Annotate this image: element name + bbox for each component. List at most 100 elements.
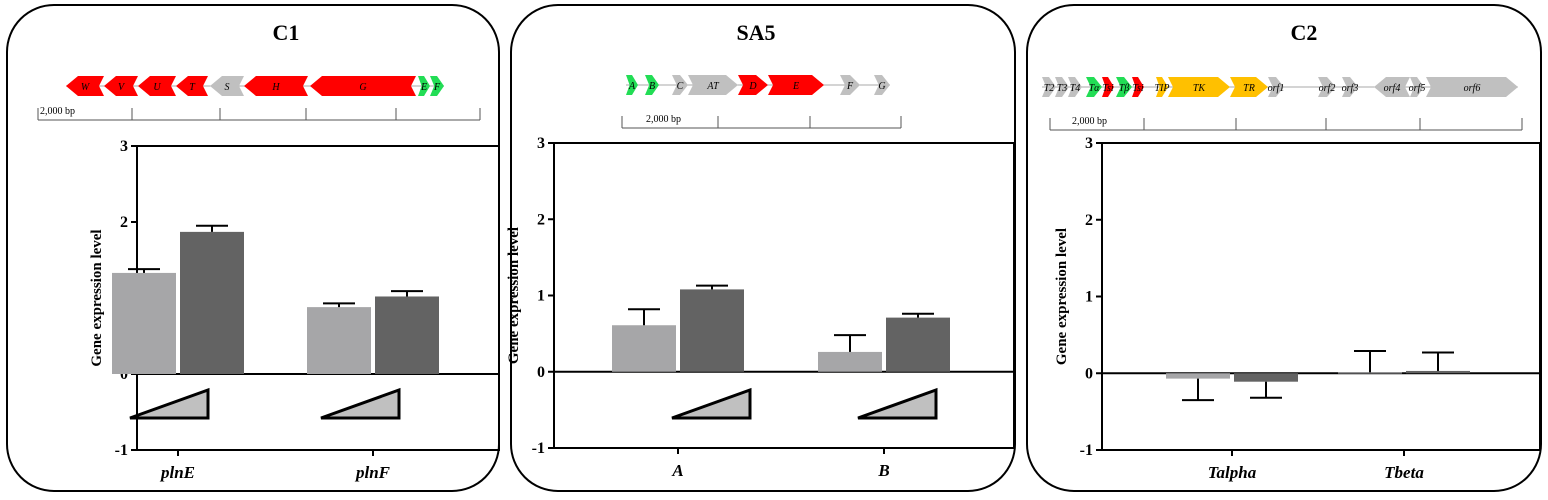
panel-c2: C2 T2 T3 T4 Tα Tsi Tβ Tsi TIP TK TR orf1 orf2 orf3 orf… [1026,4,1542,492]
gene-arrow [1426,77,1518,97]
gene-arrow [645,75,659,95]
gene-label: V [118,82,126,93]
plot-frame [553,142,1015,449]
gene-arrow [1168,77,1230,97]
gene-arrow [626,75,638,95]
x-category-label: plnE [159,463,195,482]
gene-arrow [1230,77,1268,97]
gene-arrow [1132,77,1144,97]
gene-label: orf6 [1464,83,1481,94]
gene-label: W [81,82,91,93]
gene-label: B [649,81,655,92]
y-axis-label: Gene expression level [1054,228,1070,365]
gene-arrow [1268,77,1284,97]
bar [1234,373,1298,382]
scale-label: 2,000 bp [646,114,681,125]
bar [680,289,744,372]
gene-label: orf4 [1384,83,1401,94]
gene-arrow [1342,77,1358,97]
panel-title: C1 [273,20,300,45]
gene-arrow [688,75,738,95]
panel-sa5: SA5 A B C AT D E F G 2,000 bp -1 0 1 2 3 Gene expressio… [506,4,1016,492]
gene-arrow [310,76,416,96]
gene-label: orf3 [1342,83,1359,94]
y-axis-label: Gene expression level [89,229,105,366]
gene-label: U [153,82,161,93]
gene-label: TIP [1155,83,1170,94]
gene-arrow [138,76,176,96]
x-category-label: plnF [354,463,391,482]
gene-arrow [1086,77,1102,97]
gene-label: Tsi [1132,83,1144,94]
panel-title: C2 [1291,20,1318,45]
chart-sa5: SA5 A B C AT D E F G 2,000 bp -1 0 1 2 3 Gene expressio… [506,20,1015,480]
gene-arrow [1116,77,1132,97]
bar [818,351,882,372]
gene-arrow [1156,77,1168,97]
gene-label: TK [1193,83,1207,94]
y-axis-label: Gene expression level [506,227,522,364]
x-category-label: Talpha [1208,463,1257,482]
gene-arrow [418,76,430,96]
gene-label: A [628,81,636,92]
y-tick-label: 0 [537,364,545,381]
y-tick-label: 3 [1085,135,1093,152]
gene-label: Tβ [1119,83,1130,94]
bar [375,296,439,374]
gene-label: T [189,82,196,93]
x-category-label: Tbeta [1384,463,1424,482]
y-tick-label: 0 [120,366,128,383]
gene-label: E [420,82,427,93]
dose-wedge [129,387,210,420]
x-category-label: A [671,461,683,480]
plot-frame [1101,142,1541,451]
y-tick-label: 1 [537,288,545,305]
gene-label: E [792,81,799,92]
gene-label: H [271,82,280,93]
gene-label: D [748,81,757,92]
gene-arrow [840,75,860,95]
gene-arrow [1042,77,1056,97]
gene-arrow [104,76,138,96]
bar [112,272,176,374]
dose-wedge [671,387,752,420]
y-tick-label: 1 [1085,289,1093,306]
bar [1166,373,1230,379]
scale-label: 2,000 bp [1072,116,1107,127]
gene-arrow [1102,77,1114,97]
gene-arrow [210,76,244,96]
gene-arrow [874,75,890,95]
y-tick-label: -1 [115,442,128,459]
bar [1338,372,1402,374]
gene-label: orf1 [1268,83,1285,94]
panel-title: SA5 [736,20,775,45]
y-tick-label: -1 [1080,442,1093,459]
gene-arrow [1318,77,1336,97]
x-category-label: B [877,461,889,480]
gene-label: T3 [1057,83,1068,94]
gene-label: TR [1243,83,1255,94]
y-tick-label: 0 [1085,365,1093,382]
y-tick-label: 3 [120,138,128,155]
gene-arrow [176,76,208,96]
y-tick-label: 2 [120,214,128,231]
gene-arrow [738,75,768,95]
dose-wedge [320,387,401,420]
y-tick-label: 2 [537,211,545,228]
gene-arrow [672,75,688,95]
gene-label: S [225,82,230,93]
scale-label: 2,000 bp [40,106,75,117]
gene-label: G [878,81,885,92]
y-tick-label: -1 [532,440,545,457]
bar [307,307,371,374]
gene-arrow [1374,77,1410,97]
dose-wedge [857,387,938,420]
gene-label: F [433,82,441,93]
gene-label: Tsi [1102,83,1114,94]
bar [1406,370,1470,374]
gene-arrow [1068,77,1082,97]
gene-arrow [768,75,824,95]
gene-arrow [1410,77,1424,97]
